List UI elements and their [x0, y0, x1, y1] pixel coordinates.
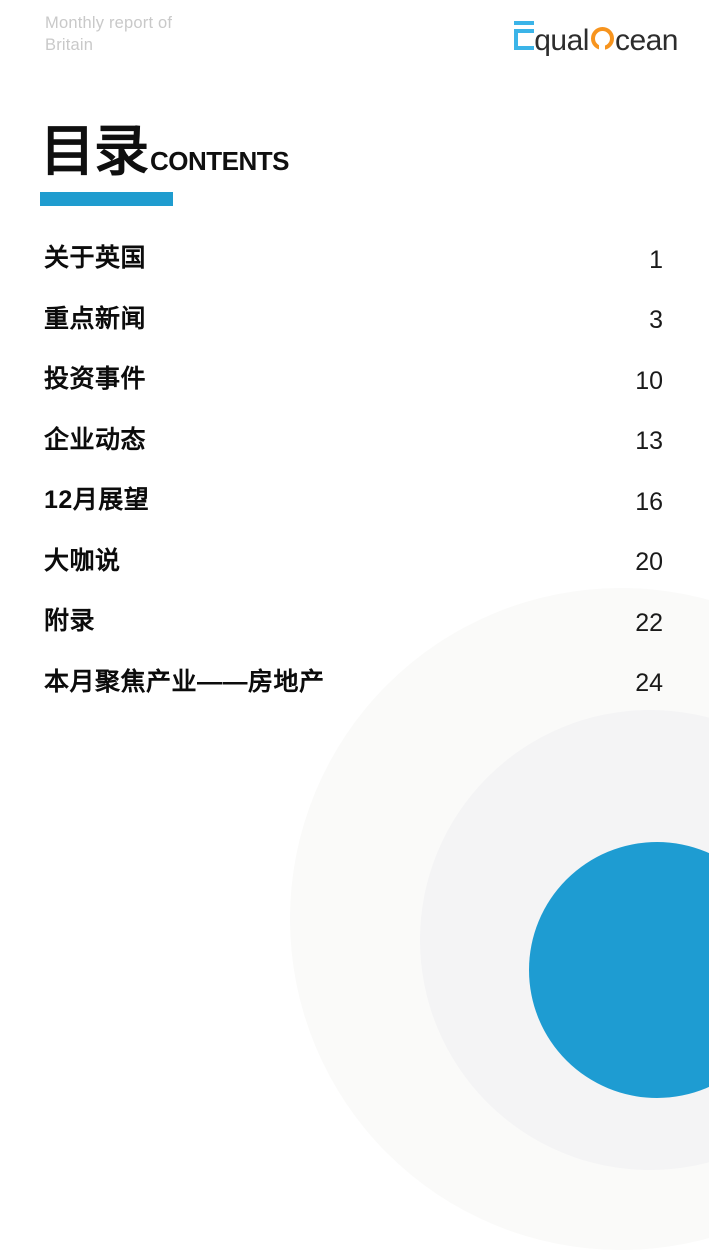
toc-item-page: 20 — [635, 548, 663, 577]
toc-item-page: 24 — [635, 669, 663, 698]
equalocean-logo: qual cean — [514, 16, 679, 57]
logo-text-qual: qual — [534, 24, 589, 57]
report-title: Monthly report of Britain — [45, 12, 172, 56]
toc-item-label: 本月聚焦产业——房地产 — [44, 667, 325, 696]
toc-accent-bar — [40, 192, 173, 206]
report-title-line2: Britain — [45, 36, 94, 54]
toc-item: 关于英国 1 — [44, 226, 663, 287]
toc-item: 12月展望 16 — [44, 468, 663, 529]
toc-item-page: 16 — [635, 487, 663, 516]
toc-item-page: 13 — [635, 427, 663, 456]
toc-item: 附录 22 — [44, 589, 663, 650]
toc-title-chinese: 目录 — [40, 120, 149, 182]
toc-item: 投资事件 10 — [44, 347, 663, 408]
toc-item-label: 大咖说 — [44, 546, 121, 575]
toc-item-label: 企业动态 — [44, 425, 147, 454]
equalocean-logo-e-icon — [514, 21, 535, 50]
toc-item-label: 重点新闻 — [44, 304, 147, 333]
equalocean-logo-o-icon — [590, 27, 614, 50]
toc-item: 重点新闻 3 — [44, 287, 663, 348]
toc-item-label: 关于英国 — [44, 244, 147, 273]
toc-item-page: 1 — [649, 245, 663, 274]
toc-item-label: 附录 — [44, 607, 96, 636]
toc-item-page: 22 — [635, 608, 663, 637]
logo-text-cean: cean — [614, 24, 679, 57]
toc-item: 本月聚焦产业——房地产 24 — [44, 650, 663, 711]
toc-title-english: CONTENTS — [150, 146, 290, 176]
report-title-line1: Monthly report of — [45, 14, 173, 32]
toc-item: 企业动态 13 — [44, 408, 663, 469]
toc-item-label: 投资事件 — [44, 365, 147, 394]
toc-item-page: 3 — [649, 306, 663, 335]
toc-item-page: 10 — [635, 366, 663, 395]
toc-list: 关于英国 1 重点新闻 3 投资事件 10 企业动态 13 12月展望 16 大… — [44, 226, 663, 710]
toc-title: 目录 CONTENTS — [40, 120, 290, 182]
toc-item-label: 12月展望 — [44, 486, 150, 515]
toc-item: 大咖说 20 — [44, 529, 663, 590]
